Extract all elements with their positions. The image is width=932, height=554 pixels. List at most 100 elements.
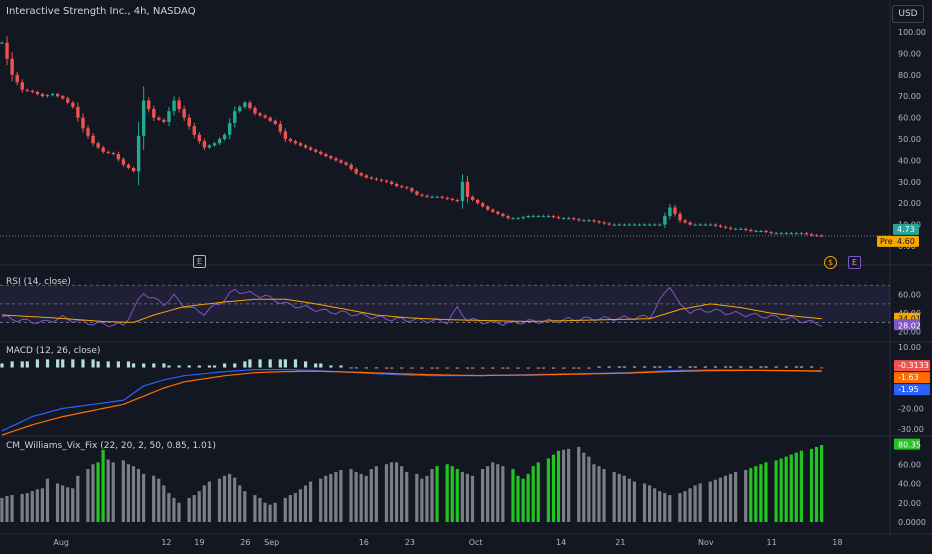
vix-bar [728,473,733,522]
macd-histogram-bar [688,366,692,368]
vix-bar [222,475,227,522]
macd-histogram-bar [410,367,414,369]
vix-bar [141,473,146,522]
vix-tick-label: 20.00 [898,499,921,508]
candle-body [587,220,591,222]
price-tick-label: 40.00 [898,156,921,165]
macd-value-bg [894,360,930,372]
vix-bar [207,481,211,522]
candle-body [556,217,561,219]
vix-bar [5,496,9,522]
vix-bar [698,483,702,522]
macd-histogram-bar [678,366,682,368]
vix-bar [283,497,287,522]
vix-bar [622,475,626,522]
currency-button[interactable]: USD [892,5,924,23]
candle-body [131,167,136,172]
macd-tick-label: -30.00 [898,425,924,434]
time-tick-label: 11 [767,538,777,547]
candle-body [50,94,55,96]
macd-histogram-bar [61,359,65,368]
vix-bar [794,452,798,522]
macd-histogram-bar [106,361,110,368]
macd-histogram-bar [212,365,217,368]
price-tick-label: 70.00 [898,92,921,101]
vix-bar [420,478,424,522]
dividend-event-badge[interactable]: $ [824,256,837,269]
macd-histogram-bar [339,365,343,368]
chart-title: Interactive Strength Inc., 4h, NASDAQ [6,6,196,17]
vix-bar [384,464,389,522]
earnings-event-badge-upcoming[interactable]: E [848,256,861,269]
vix-bar [749,468,753,522]
candle-body [622,224,627,226]
vix-bar [789,454,793,522]
candle-body [263,115,267,118]
candle-body [334,158,338,161]
macd-histogram-bar [258,359,262,368]
macd-histogram-bar [536,367,540,369]
candle-body [445,197,449,199]
vix-bar [334,471,338,522]
macd-value: -1.63 [898,373,919,382]
vix-tick-label: 0.0000 [898,518,926,527]
signal-line [1,369,822,436]
candle-body [804,233,809,235]
vix-bar [71,488,75,522]
candle-body [197,134,202,142]
macd-histogram-bar [445,367,449,369]
vix-bar [481,469,485,522]
vix-legend[interactable]: CM_Williams_Vix_Fix (22, 20, 2, 50, 0.85… [6,441,217,451]
macd-histogram-bar [465,367,470,369]
macd-histogram-bar [304,361,308,368]
candle-body [420,194,424,196]
vix-bar [708,481,712,522]
candle-body [481,203,485,207]
macd-histogram-bar [653,366,657,368]
candle-body [658,224,662,226]
candle-body [238,106,242,112]
macd-histogram-bar [430,367,434,369]
candle-body [567,218,571,220]
vix-bar [157,478,161,522]
macd-histogram-bar [223,363,227,368]
vix-bar [799,450,803,522]
vix-bar [592,464,596,522]
vix-tick-label: 40.00 [898,480,921,489]
vix-bar [76,475,80,522]
macd-histogram-bar [799,366,804,368]
candle-body [663,216,667,225]
vix-bar [688,488,692,522]
candle-body [435,196,439,198]
candle-body [450,198,455,200]
candle-body [152,109,156,118]
price-tick-label: 90.00 [898,49,921,58]
rsi-legend[interactable]: RSI (14, close) [6,277,71,287]
candle-body [410,188,414,192]
candle-body [293,141,298,144]
candle-body [45,95,50,97]
vix-bar [66,487,70,522]
macd-legend[interactable]: MACD (12, 26, close) [6,346,101,356]
vix-bar [668,495,672,522]
macd-histogram-bar [501,367,505,369]
vix-bar [319,478,323,522]
earnings-event-badge[interactable]: E [193,255,206,268]
time-tick-label: 19 [194,538,204,547]
macd-histogram-bar [643,366,647,368]
last-price-tag: 4.73 [897,225,915,234]
vix-bar [374,466,378,522]
vix-bar [273,502,277,522]
rsi-tick-label: 20.00 [898,328,921,337]
macd-histogram-bar [384,367,389,369]
vix-bar [470,475,475,522]
candle-body [329,156,333,159]
candle-body [794,233,799,235]
candle-body [582,220,586,222]
vix-bar [0,497,4,522]
time-tick-label: Sep [264,538,279,547]
candle-body [314,149,318,152]
candle-body [344,162,348,165]
vix-bar [359,473,363,522]
macd-histogram-bar [739,366,743,368]
